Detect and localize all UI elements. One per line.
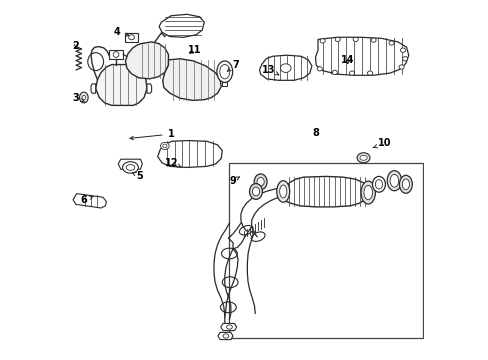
Ellipse shape — [128, 35, 134, 40]
Ellipse shape — [82, 95, 85, 100]
Ellipse shape — [360, 181, 375, 204]
Ellipse shape — [226, 325, 232, 329]
Polygon shape — [315, 37, 408, 75]
Ellipse shape — [279, 185, 286, 198]
Ellipse shape — [389, 174, 398, 187]
Ellipse shape — [356, 153, 369, 163]
Polygon shape — [159, 14, 204, 37]
Ellipse shape — [400, 48, 405, 52]
Ellipse shape — [402, 57, 407, 61]
Ellipse shape — [359, 155, 366, 160]
Ellipse shape — [122, 162, 138, 173]
Polygon shape — [109, 50, 123, 59]
Ellipse shape — [217, 61, 232, 82]
Ellipse shape — [320, 39, 325, 43]
Ellipse shape — [367, 71, 372, 75]
Ellipse shape — [370, 38, 375, 42]
Polygon shape — [221, 323, 236, 330]
Ellipse shape — [254, 174, 266, 190]
Text: 11: 11 — [188, 45, 202, 55]
Text: 4: 4 — [114, 27, 129, 37]
Text: 1: 1 — [130, 129, 174, 140]
Ellipse shape — [113, 51, 119, 57]
Polygon shape — [91, 84, 96, 93]
Ellipse shape — [363, 185, 372, 200]
Ellipse shape — [402, 179, 408, 190]
Ellipse shape — [126, 165, 135, 170]
Text: 8: 8 — [312, 128, 319, 138]
Ellipse shape — [352, 37, 357, 41]
Polygon shape — [163, 59, 221, 100]
Polygon shape — [259, 55, 311, 80]
Text: 5: 5 — [132, 171, 143, 181]
Ellipse shape — [280, 64, 290, 72]
Ellipse shape — [80, 92, 88, 103]
Ellipse shape — [332, 70, 337, 75]
Ellipse shape — [386, 171, 401, 191]
Ellipse shape — [249, 184, 262, 199]
Ellipse shape — [223, 334, 228, 338]
Polygon shape — [158, 140, 222, 167]
Ellipse shape — [163, 144, 167, 148]
Polygon shape — [222, 82, 227, 86]
Text: 3: 3 — [72, 93, 84, 103]
Text: 14: 14 — [340, 55, 354, 65]
Text: 12: 12 — [165, 158, 181, 168]
Polygon shape — [73, 194, 106, 208]
Ellipse shape — [257, 177, 264, 186]
Ellipse shape — [372, 176, 385, 192]
Text: 6: 6 — [81, 195, 93, 205]
Ellipse shape — [276, 181, 289, 202]
Ellipse shape — [398, 65, 403, 69]
Ellipse shape — [317, 67, 322, 71]
Ellipse shape — [160, 142, 169, 149]
Ellipse shape — [252, 187, 259, 196]
Text: 9: 9 — [229, 176, 239, 186]
Polygon shape — [125, 42, 168, 79]
Polygon shape — [96, 64, 147, 105]
Polygon shape — [125, 33, 138, 41]
Text: 2: 2 — [72, 41, 79, 50]
Polygon shape — [218, 332, 233, 339]
Polygon shape — [147, 84, 151, 93]
Polygon shape — [283, 176, 366, 207]
Ellipse shape — [388, 41, 393, 45]
Ellipse shape — [349, 71, 354, 75]
Ellipse shape — [335, 37, 340, 41]
Text: 7: 7 — [227, 60, 239, 71]
Text: 10: 10 — [372, 139, 391, 148]
Text: 13: 13 — [262, 64, 278, 75]
Ellipse shape — [399, 175, 411, 193]
Polygon shape — [118, 159, 142, 169]
